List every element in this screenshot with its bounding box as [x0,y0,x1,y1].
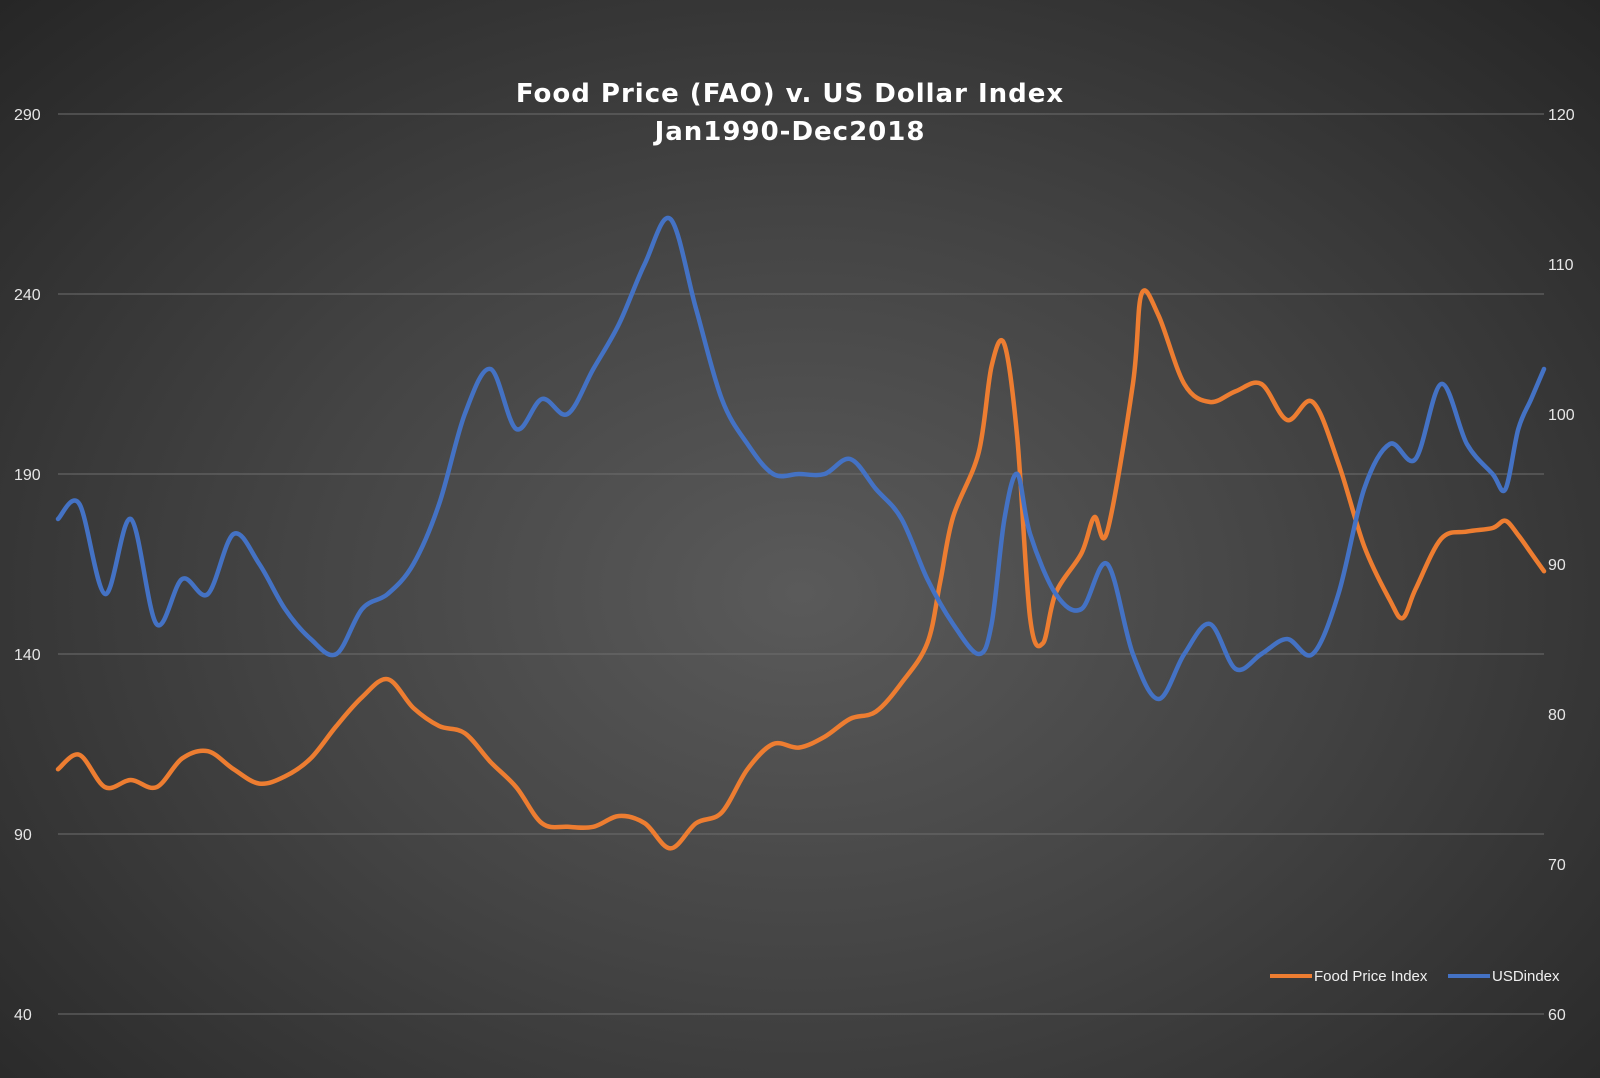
right-tick-110: 110 [1548,257,1574,274]
left-axis-ticks: 40 90 140 190 240 290 [14,107,41,1024]
legend-food-label: Food Price Index [1314,968,1428,985]
gridlines [58,113,1544,1015]
left-tick-290: 290 [14,107,41,124]
left-tick-190: 190 [14,467,41,484]
series-line-food-price-index [55,288,1547,851]
right-tick-100: 100 [1548,407,1575,424]
right-tick-90: 90 [1548,557,1566,574]
left-tick-40: 40 [14,1007,32,1024]
left-tick-240: 240 [14,287,41,304]
right-tick-60: 60 [1548,1007,1566,1024]
right-tick-120: 120 [1548,107,1575,124]
right-tick-80: 80 [1548,707,1566,724]
right-axis-ticks: 60 70 80 90 100 110 120 [1548,107,1575,1024]
chart-title: Food Price (FAO) v. US Dollar Index [516,79,1064,109]
left-tick-90: 90 [14,827,32,844]
series-lines [55,215,1547,851]
chart-subtitle: Jan1990-Dec2018 [653,117,926,147]
legend-usd-label: USDindex [1492,968,1560,985]
right-tick-70: 70 [1548,857,1566,874]
series-line-usd-index [55,215,1547,702]
left-tick-140: 140 [14,647,41,664]
legend: Food Price Index USDindex [1270,968,1560,985]
